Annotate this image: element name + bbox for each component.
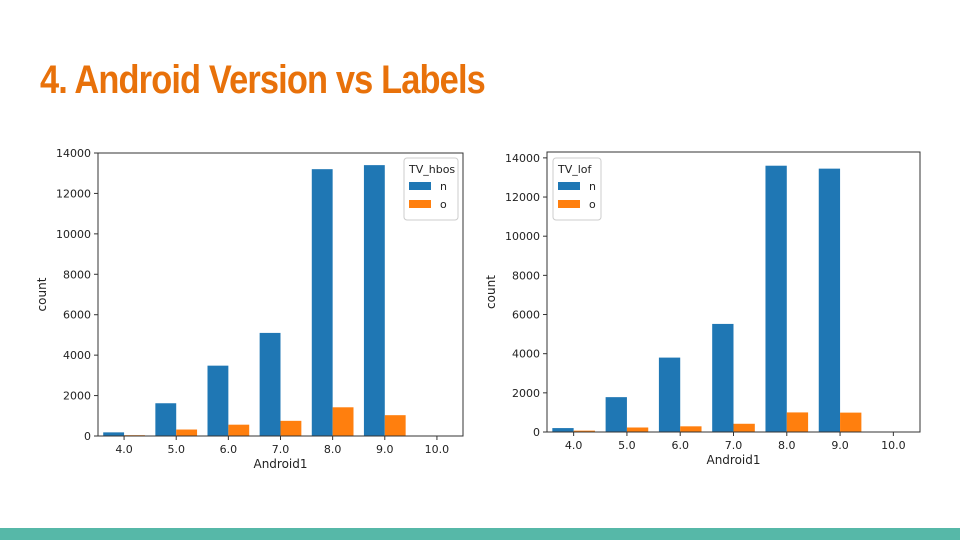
y-tick-label: 8000 [63, 268, 91, 281]
slide-title: 4. Android Version vs Labels [40, 58, 486, 102]
bar-n-9.0 [818, 168, 841, 432]
y-tick-label: 12000 [505, 191, 540, 204]
x-tick-label: 5.0 [618, 439, 636, 452]
bar-o-8.0 [786, 412, 809, 432]
bar-o-7.0 [280, 420, 302, 436]
legend-swatch-o [409, 200, 431, 208]
x-tick-label: 6.0 [220, 443, 238, 456]
y-tick-label: 14000 [505, 152, 540, 165]
bar-o-5.0 [626, 427, 649, 432]
x-axis-label: Android1 [706, 453, 760, 467]
y-tick-label: 6000 [512, 309, 540, 322]
x-axis-label: Android1 [253, 457, 307, 471]
bar-o-9.0 [384, 415, 406, 436]
bar-o-5.0 [176, 429, 198, 436]
y-tick-label: 2000 [63, 390, 91, 403]
legend-swatch-n [409, 182, 431, 190]
y-tick-label: 0 [84, 430, 91, 443]
bar-o-6.0 [680, 426, 702, 432]
x-tick-label: 9.0 [376, 443, 394, 456]
x-tick-label: 4.0 [115, 443, 133, 456]
y-axis-label: count [484, 275, 498, 309]
legend-label-o: o [440, 198, 447, 211]
bar-n-6.0 [207, 365, 229, 436]
x-tick-label: 8.0 [778, 439, 796, 452]
bar-n-5.0 [605, 397, 627, 432]
y-tick-label: 6000 [63, 309, 91, 322]
legend-label-o: o [589, 198, 596, 211]
y-tick-label: 10000 [505, 230, 540, 243]
bar-o-4.0 [573, 430, 595, 432]
bar-n-7.0 [712, 323, 734, 432]
bar-o-6.0 [228, 424, 250, 436]
legend-swatch-o [558, 200, 580, 208]
x-tick-label: 10.0 [881, 439, 906, 452]
bottom-accent-band [0, 528, 960, 540]
x-tick-label: 4.0 [565, 439, 583, 452]
y-tick-label: 14000 [56, 147, 91, 160]
x-tick-label: 6.0 [671, 439, 689, 452]
legend-swatch-n [558, 182, 580, 190]
y-tick-label: 4000 [63, 349, 91, 362]
x-tick-label: 8.0 [324, 443, 342, 456]
bar-n-8.0 [311, 169, 333, 436]
bar-n-8.0 [765, 165, 787, 432]
y-tick-label: 4000 [512, 348, 540, 361]
x-tick-label: 7.0 [725, 439, 743, 452]
x-tick-label: 9.0 [831, 439, 849, 452]
bar-n-7.0 [259, 332, 281, 436]
x-tick-label: 5.0 [167, 443, 185, 456]
bar-o-7.0 [733, 423, 755, 432]
bar-o-8.0 [332, 407, 354, 436]
bar-n-4.0 [552, 428, 574, 432]
x-tick-label: 7.0 [272, 443, 290, 456]
bar-n-4.0 [103, 432, 125, 436]
y-tick-label: 0 [533, 426, 540, 439]
y-axis-label: count [35, 277, 49, 311]
legend-label-n: n [440, 180, 447, 193]
y-tick-label: 10000 [56, 228, 91, 241]
legend-label-n: n [589, 180, 596, 193]
bar-n-9.0 [363, 165, 385, 436]
bar-n-5.0 [155, 403, 177, 436]
legend-title: TV_hbos [408, 163, 455, 176]
bar-o-9.0 [840, 412, 862, 432]
y-tick-label: 8000 [512, 269, 540, 282]
y-tick-label: 12000 [56, 187, 91, 200]
bar-n-6.0 [658, 357, 681, 432]
legend-title: TV_lof [557, 163, 593, 176]
y-tick-label: 2000 [512, 387, 540, 400]
x-tick-label: 10.0 [425, 443, 450, 456]
